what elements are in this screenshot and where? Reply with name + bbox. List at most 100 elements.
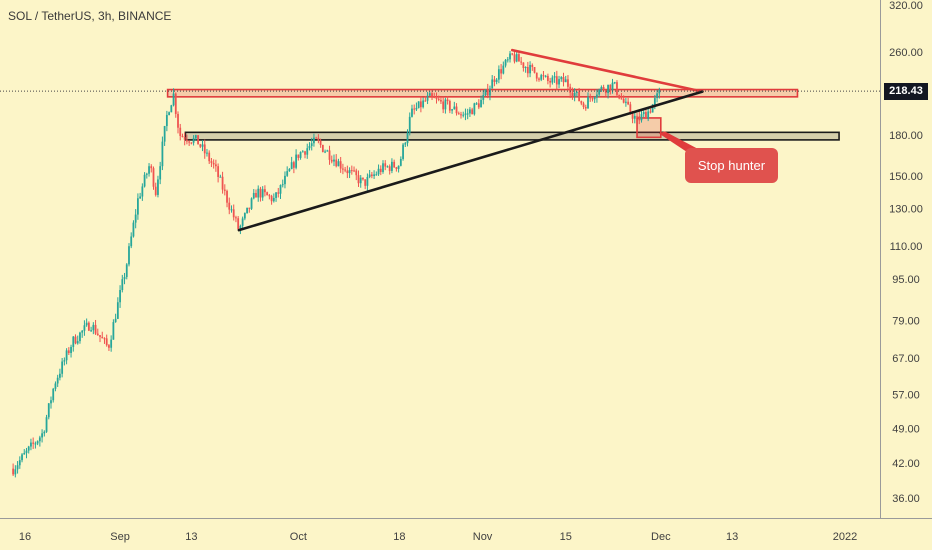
candle-body xyxy=(638,116,641,121)
candle-body xyxy=(656,93,658,99)
time-axis[interactable]: 16 Sep 13 Oct 18 Nov 15 Dec 13 2022 xyxy=(19,531,857,543)
time-tick-label: 16 xyxy=(19,531,31,543)
candle-body xyxy=(357,175,360,184)
candle-body xyxy=(495,79,498,82)
candle-body xyxy=(134,214,137,223)
candle-body xyxy=(555,76,558,85)
candle-body xyxy=(12,468,15,475)
candle-body xyxy=(538,78,540,80)
candle-body xyxy=(511,53,514,55)
candle-body xyxy=(275,192,277,198)
candle-body xyxy=(399,158,402,166)
candle-body xyxy=(413,108,416,110)
candle-body xyxy=(161,141,164,167)
candle-body xyxy=(397,165,400,169)
candle-body xyxy=(596,94,598,98)
time-tick-label: 13 xyxy=(726,531,738,543)
candle-body xyxy=(87,322,90,331)
time-tick-label: 15 xyxy=(560,531,572,543)
stop-hunt-box[interactable] xyxy=(636,117,662,139)
candle-body xyxy=(92,324,95,331)
candle-body xyxy=(526,67,529,74)
candle-body xyxy=(362,177,364,180)
candle-body xyxy=(469,109,471,114)
candle-body xyxy=(611,82,614,91)
time-tick-label: 18 xyxy=(393,531,405,543)
candle-body xyxy=(633,115,636,119)
price-tick-label: 79.00 xyxy=(892,316,920,328)
candle-body xyxy=(70,346,72,353)
candle-body xyxy=(598,89,601,95)
candle-body xyxy=(214,164,217,167)
price-tick-label: 110.00 xyxy=(890,241,923,253)
candle-body xyxy=(339,161,342,169)
candle-body xyxy=(177,113,179,128)
candle-body xyxy=(45,417,48,432)
price-tick-label: 150.00 xyxy=(889,171,923,183)
candle-body xyxy=(382,163,384,172)
zones-layer xyxy=(166,88,840,141)
candle-body xyxy=(640,114,643,121)
candle-body xyxy=(424,100,427,102)
candle-body xyxy=(411,108,413,117)
candle-body xyxy=(255,192,257,198)
candle-body xyxy=(589,96,592,99)
candle-body xyxy=(419,101,422,108)
candle-body xyxy=(571,92,574,97)
candle-body xyxy=(562,77,565,83)
candle-body xyxy=(636,115,638,117)
candle-body xyxy=(466,113,469,115)
candle-body xyxy=(32,442,35,444)
price-tick-label: 180.00 xyxy=(889,130,923,142)
price-tick-label: 49.00 xyxy=(892,423,920,435)
candle-body xyxy=(286,171,289,176)
candle-body xyxy=(297,154,300,158)
candle-body xyxy=(575,91,578,93)
candle-body xyxy=(620,98,623,100)
candle-body xyxy=(426,95,429,101)
candle-body xyxy=(564,79,567,83)
price-tick-label: 130.00 xyxy=(889,203,923,215)
candle-body xyxy=(497,69,500,80)
ascending-support-line[interactable] xyxy=(237,90,704,232)
candle-body xyxy=(47,403,50,418)
candle-body xyxy=(335,159,338,167)
candle-body xyxy=(417,101,420,108)
candle-body xyxy=(63,360,66,362)
candle-body xyxy=(65,350,68,361)
candle-body xyxy=(460,114,462,116)
candle-body xyxy=(136,198,139,215)
candle-body xyxy=(560,77,563,80)
candle-body xyxy=(631,113,634,119)
candle-body xyxy=(165,114,168,127)
candle-body xyxy=(284,175,286,185)
candle-body xyxy=(114,318,117,323)
candle-body xyxy=(143,174,146,187)
candle-body xyxy=(112,322,115,340)
support-zone[interactable] xyxy=(184,131,840,141)
candle-body xyxy=(199,144,202,147)
candle-body xyxy=(540,75,543,80)
candle-body xyxy=(607,84,609,94)
candle-body xyxy=(56,377,59,384)
candle-body xyxy=(170,105,173,113)
candle-body xyxy=(464,113,467,115)
candle-body xyxy=(471,109,474,115)
candle-body xyxy=(457,113,460,115)
candle-body xyxy=(593,97,596,100)
candle-body xyxy=(301,151,304,153)
candle-body xyxy=(243,213,246,219)
candle-body xyxy=(281,184,284,186)
price-axis[interactable]: 320.00 260.00 180.00 150.00 130.00 110.00 95.0… xyxy=(889,0,923,505)
candle-body xyxy=(268,195,271,197)
candle-body xyxy=(163,126,166,142)
candle-body xyxy=(493,79,496,82)
candle-body xyxy=(502,65,505,74)
candle-body xyxy=(206,152,208,154)
candle-body xyxy=(359,177,362,184)
descending-resistance-line[interactable] xyxy=(510,48,704,93)
candle-body xyxy=(54,383,57,389)
candle-body xyxy=(270,196,273,202)
candle-body xyxy=(241,218,244,226)
